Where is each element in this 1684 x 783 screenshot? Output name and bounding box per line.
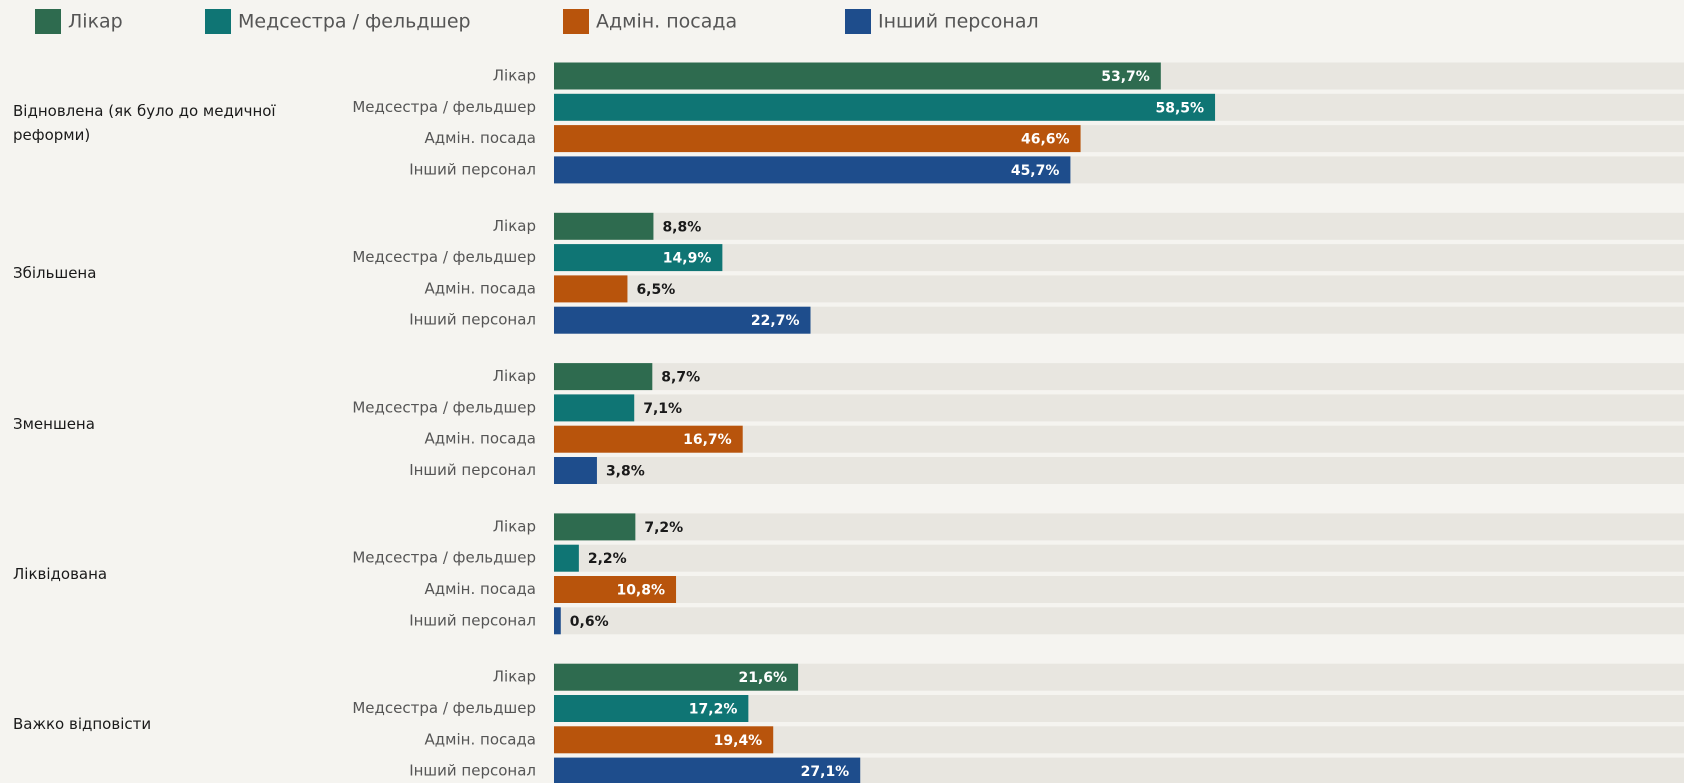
row-label: Інший персонал bbox=[409, 311, 536, 329]
track bbox=[554, 212, 1684, 240]
legend-label: Інший персонал bbox=[878, 11, 1039, 33]
row-label: Лікар bbox=[493, 217, 536, 235]
value-label: 10,8% bbox=[616, 583, 665, 599]
bar bbox=[554, 544, 579, 572]
track bbox=[554, 576, 1684, 603]
value-label: 14,9% bbox=[663, 251, 712, 267]
row-label: Інший персонал bbox=[409, 461, 536, 479]
row-label: Адмін. посада bbox=[425, 580, 536, 598]
bar bbox=[554, 306, 811, 334]
row-label: Інший персонал bbox=[409, 762, 536, 780]
legend-swatch bbox=[35, 9, 61, 34]
row-label: Лікар bbox=[493, 67, 536, 85]
row-label: Інший персонал bbox=[409, 160, 536, 178]
row-label: Лікар bbox=[493, 517, 536, 535]
value-label: 8,8% bbox=[662, 219, 701, 235]
bar bbox=[554, 513, 636, 541]
value-label: 22,7% bbox=[751, 313, 800, 329]
bar bbox=[554, 607, 561, 635]
row-label: Адмін. посада bbox=[425, 279, 536, 297]
value-label: 17,2% bbox=[689, 702, 738, 718]
value-label: 21,6% bbox=[739, 670, 788, 686]
row-label: Інший персонал bbox=[409, 611, 536, 629]
row-label: Медсестра / фельдшер bbox=[352, 248, 536, 266]
legend-swatch bbox=[845, 9, 871, 34]
group-label: Відновлена (як було до медичної реформи) bbox=[13, 101, 276, 144]
row-label: Медсестра / фельдшер bbox=[352, 398, 536, 416]
bar bbox=[554, 156, 1071, 184]
bar bbox=[554, 212, 654, 240]
value-label: 16,7% bbox=[683, 432, 732, 448]
group-label: Важко відповісти bbox=[13, 715, 152, 734]
bar bbox=[554, 125, 1081, 153]
track bbox=[554, 275, 1684, 303]
bar bbox=[554, 663, 799, 691]
legend-swatch bbox=[205, 9, 231, 34]
track bbox=[554, 607, 1684, 635]
value-label: 58,5% bbox=[1155, 100, 1204, 116]
row-label: Адмін. посада bbox=[425, 730, 536, 748]
track bbox=[554, 363, 1684, 391]
group-label: Ліквідована bbox=[13, 564, 108, 583]
track bbox=[554, 457, 1684, 484]
bar bbox=[554, 726, 774, 754]
legend-label: Лікар bbox=[68, 11, 123, 33]
value-label: 8,7% bbox=[661, 370, 700, 386]
value-label: 53,7% bbox=[1101, 69, 1150, 85]
value-label: 3,8% bbox=[606, 464, 645, 480]
value-label: 7,1% bbox=[643, 401, 682, 417]
row-label: Адмін. посада bbox=[425, 430, 536, 448]
bar bbox=[554, 425, 743, 453]
bar bbox=[554, 457, 597, 484]
value-label: 2,2% bbox=[588, 551, 627, 567]
legend-label: Адмін. посада bbox=[596, 11, 737, 33]
value-label: 6,5% bbox=[636, 282, 675, 298]
row-label: Медсестра / фельдшер bbox=[352, 699, 536, 717]
bar bbox=[554, 363, 653, 391]
bar bbox=[554, 275, 628, 303]
bar bbox=[554, 576, 677, 603]
value-label: 27,1% bbox=[801, 764, 850, 780]
row-label: Медсестра / фельдшер bbox=[352, 549, 536, 567]
legend-swatch bbox=[563, 9, 589, 34]
row-label: Лікар bbox=[493, 668, 536, 686]
bar bbox=[554, 695, 749, 722]
group-label: Збільшена bbox=[13, 264, 97, 283]
row-label: Медсестра / фельдшер bbox=[352, 98, 536, 116]
value-label: 7,2% bbox=[644, 520, 683, 536]
track bbox=[554, 394, 1684, 422]
bar bbox=[554, 62, 1161, 90]
group-label: Зменшена bbox=[13, 414, 95, 433]
track bbox=[554, 244, 1684, 272]
row-label: Лікар bbox=[493, 367, 536, 385]
track bbox=[554, 544, 1684, 572]
bar bbox=[554, 757, 861, 783]
value-label: 19,4% bbox=[714, 733, 763, 749]
bar bbox=[554, 93, 1216, 121]
bar bbox=[554, 244, 723, 272]
track bbox=[554, 513, 1684, 541]
legend-label: Медсестра / фельдшер bbox=[238, 11, 471, 33]
row-label: Адмін. посада bbox=[425, 129, 536, 147]
value-label: 45,7% bbox=[1011, 163, 1060, 179]
value-label: 46,6% bbox=[1021, 132, 1070, 148]
value-label: 0,6% bbox=[570, 614, 609, 630]
bar bbox=[554, 394, 635, 422]
